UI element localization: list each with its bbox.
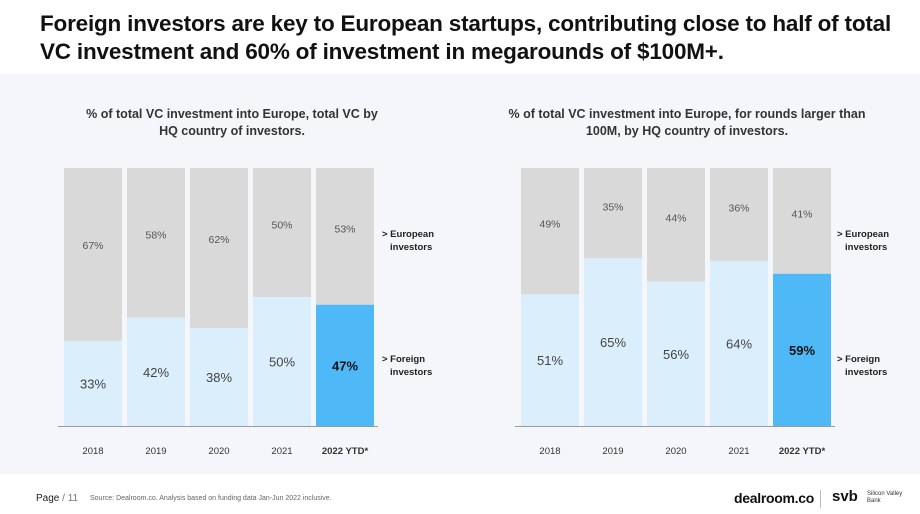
chart-1-label-european-3: 50% <box>271 220 292 232</box>
chart-1-bar-european-1 <box>127 168 185 318</box>
page-headline: Foreign investors are key to European st… <box>40 11 892 64</box>
logo-divider <box>820 490 821 508</box>
dealroom-logo: dealroom.co <box>734 490 814 506</box>
chart-1-legend-foreign-line2: investors <box>390 367 432 378</box>
chart-1-bar-european-4 <box>316 168 374 305</box>
page-label: Page <box>36 493 60 504</box>
chart-2-bar-foreign-2 <box>647 281 705 426</box>
chart-1-bar-foreign-0 <box>64 340 122 426</box>
chart-2-bar-european-4 <box>773 168 831 274</box>
chart-2-bar-foreign-4 <box>773 273 831 426</box>
chart-2-label-foreign-0: 51% <box>537 353 563 368</box>
chart-2-label-european-3: 36% <box>728 203 749 215</box>
chart-1-label-european-1: 58% <box>145 229 166 241</box>
chart-2-legend-european-line2: investors <box>845 242 887 253</box>
chart-2-label-foreign-2: 56% <box>663 347 689 362</box>
chart-2-legend-european: > European investors <box>837 229 889 253</box>
chart-2-bar-european-2 <box>647 168 705 282</box>
chart-2-category-3: 2021 <box>728 446 749 457</box>
chart-1-bar-foreign-4 <box>316 304 374 426</box>
chart-1-label-foreign-4: 47% <box>332 358 358 373</box>
chart-2-category-4: 2022 YTD* <box>779 446 826 457</box>
chart-1-bar-european-3 <box>253 168 311 297</box>
page-number: / 11 <box>62 493 79 504</box>
chart-1-label-foreign-0: 33% <box>80 376 106 391</box>
chart-2-label-european-1: 35% <box>602 201 623 213</box>
svb-logo-subtitle: Silicon Valley Bank <box>867 491 903 504</box>
chart-1-legend-european: > European investors <box>382 229 434 253</box>
chart-2-bar-foreign-3 <box>710 260 768 426</box>
chart-2-label-foreign-4: 59% <box>789 343 815 358</box>
chart-1-category-3: 2021 <box>271 446 292 457</box>
chart-1-label-european-0: 67% <box>82 240 103 252</box>
chart-2-label-european-0: 49% <box>539 218 560 230</box>
chart-2-category-2: 2020 <box>665 446 686 457</box>
chart-1-label-foreign-2: 38% <box>206 370 232 385</box>
svb-logo: svb <box>832 488 858 505</box>
chart-2-bar-foreign-1 <box>584 258 642 426</box>
chart-1-title: % of total VC investment into Europe, to… <box>86 107 378 138</box>
chart-2-legend-foreign: > Foreign investors <box>837 354 887 378</box>
chart-1-bar-foreign-3 <box>253 297 311 426</box>
chart-1-bar-european-0 <box>64 168 122 341</box>
chart-1-label-foreign-3: 50% <box>269 355 295 370</box>
chart-1-category-2: 2020 <box>208 446 229 457</box>
chart-1-bar-foreign-2 <box>190 327 248 426</box>
chart-2-bar-european-1 <box>584 168 642 259</box>
chart-1-label-foreign-1: 42% <box>143 365 169 380</box>
chart-2-bar-foreign-0 <box>521 294 579 426</box>
chart-2-label-foreign-3: 64% <box>726 336 752 351</box>
chart-1-category-1: 2019 <box>145 446 166 457</box>
chart-1-label-european-4: 53% <box>334 223 355 235</box>
chart-1-bar-foreign-1 <box>127 317 185 426</box>
chart-2-bar-european-3 <box>710 168 768 261</box>
source-note: Source: Dealroom.co. Analysis based on f… <box>90 495 332 502</box>
chart-2-bar-european-0 <box>521 168 579 295</box>
chart-1-legend-foreign: > Foreign investors <box>382 354 432 378</box>
chart-2-legend-foreign-line2: investors <box>845 367 887 378</box>
chart-2-category-0: 2018 <box>539 446 560 457</box>
chart-2-category-1: 2019 <box>602 446 623 457</box>
chart-2-label-foreign-1: 65% <box>600 335 626 350</box>
chart-2-label-european-2: 44% <box>665 212 686 224</box>
chart-1-bar-european-2 <box>190 168 248 328</box>
page-indicator: Page / 11 <box>36 493 78 504</box>
chart-1-legend-european-line2: investors <box>390 242 432 253</box>
chart-1-category-0: 2018 <box>82 446 103 457</box>
chart-2-label-european-4: 41% <box>791 209 812 221</box>
chart-1-category-4: 2022 YTD* <box>322 446 369 457</box>
chart-2-title: % of total VC investment into Europe, fo… <box>508 107 866 138</box>
chart-1-label-european-2: 62% <box>208 234 229 246</box>
